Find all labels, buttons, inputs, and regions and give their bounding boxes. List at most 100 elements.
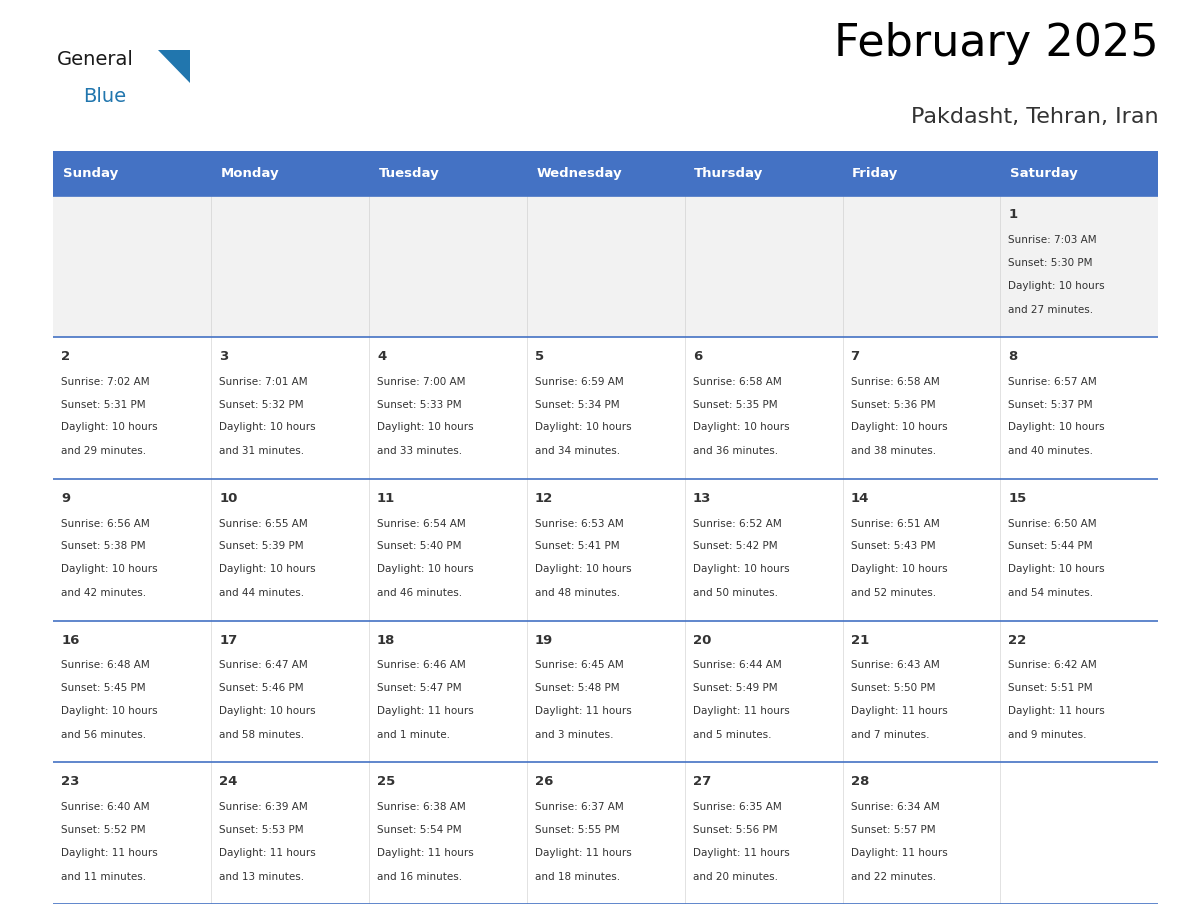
- Text: Sunset: 5:46 PM: Sunset: 5:46 PM: [219, 683, 304, 693]
- Text: 1: 1: [1009, 208, 1017, 221]
- Text: and 9 minutes.: and 9 minutes.: [1009, 730, 1087, 740]
- Text: and 16 minutes.: and 16 minutes.: [377, 871, 462, 881]
- Text: 17: 17: [219, 633, 238, 646]
- Text: Sunrise: 6:45 AM: Sunrise: 6:45 AM: [535, 660, 624, 670]
- Text: and 40 minutes.: and 40 minutes.: [1009, 446, 1093, 456]
- Text: and 27 minutes.: and 27 minutes.: [1009, 305, 1093, 315]
- Text: 13: 13: [693, 492, 712, 505]
- Text: and 3 minutes.: and 3 minutes.: [535, 730, 613, 740]
- Text: February 2025: February 2025: [834, 22, 1158, 65]
- Text: 27: 27: [693, 775, 710, 789]
- Text: Daylight: 11 hours: Daylight: 11 hours: [693, 706, 790, 716]
- Text: Sunset: 5:36 PM: Sunset: 5:36 PM: [851, 399, 935, 409]
- Text: Sunrise: 6:59 AM: Sunrise: 6:59 AM: [535, 377, 624, 387]
- Text: Sunset: 5:45 PM: Sunset: 5:45 PM: [62, 683, 146, 693]
- Text: 5: 5: [535, 350, 544, 363]
- Text: Daylight: 11 hours: Daylight: 11 hours: [377, 706, 474, 716]
- Text: 22: 22: [1009, 633, 1026, 646]
- Text: Sunrise: 6:40 AM: Sunrise: 6:40 AM: [62, 802, 150, 812]
- Text: Daylight: 10 hours: Daylight: 10 hours: [377, 564, 474, 574]
- Text: Daylight: 10 hours: Daylight: 10 hours: [851, 564, 947, 574]
- Bar: [53, 621, 1158, 763]
- Text: Daylight: 10 hours: Daylight: 10 hours: [62, 706, 158, 716]
- Text: 9: 9: [62, 492, 70, 505]
- Text: Sunset: 5:54 PM: Sunset: 5:54 PM: [377, 825, 462, 834]
- Text: Daylight: 11 hours: Daylight: 11 hours: [219, 847, 316, 857]
- Text: Sunrise: 6:37 AM: Sunrise: 6:37 AM: [535, 802, 624, 812]
- Text: Sunrise: 6:53 AM: Sunrise: 6:53 AM: [535, 519, 624, 529]
- Text: and 52 minutes.: and 52 minutes.: [851, 588, 936, 599]
- Text: Sunset: 5:51 PM: Sunset: 5:51 PM: [1009, 683, 1093, 693]
- Polygon shape: [158, 50, 190, 83]
- Text: Daylight: 11 hours: Daylight: 11 hours: [851, 706, 947, 716]
- Text: Sunrise: 6:55 AM: Sunrise: 6:55 AM: [219, 519, 308, 529]
- Text: Sunset: 5:38 PM: Sunset: 5:38 PM: [62, 542, 146, 552]
- Text: Sunrise: 6:38 AM: Sunrise: 6:38 AM: [377, 802, 466, 812]
- Text: and 20 minutes.: and 20 minutes.: [693, 871, 778, 881]
- Text: Sunrise: 7:02 AM: Sunrise: 7:02 AM: [62, 377, 150, 387]
- Text: Sunset: 5:40 PM: Sunset: 5:40 PM: [377, 542, 461, 552]
- Text: 11: 11: [377, 492, 396, 505]
- Text: 15: 15: [1009, 492, 1026, 505]
- Text: 6: 6: [693, 350, 702, 363]
- Text: and 22 minutes.: and 22 minutes.: [851, 871, 936, 881]
- Text: Sunrise: 7:01 AM: Sunrise: 7:01 AM: [219, 377, 308, 387]
- Text: Saturday: Saturday: [1010, 167, 1078, 180]
- Text: Sunrise: 6:57 AM: Sunrise: 6:57 AM: [1009, 377, 1097, 387]
- Text: Sunrise: 6:44 AM: Sunrise: 6:44 AM: [693, 660, 782, 670]
- Text: Daylight: 10 hours: Daylight: 10 hours: [851, 422, 947, 432]
- Text: and 34 minutes.: and 34 minutes.: [535, 446, 620, 456]
- Text: Daylight: 10 hours: Daylight: 10 hours: [219, 706, 316, 716]
- Text: 14: 14: [851, 492, 868, 505]
- Text: Sunrise: 6:52 AM: Sunrise: 6:52 AM: [693, 519, 782, 529]
- Text: Sunset: 5:48 PM: Sunset: 5:48 PM: [535, 683, 619, 693]
- Text: Sunrise: 6:43 AM: Sunrise: 6:43 AM: [851, 660, 940, 670]
- Text: Friday: Friday: [852, 167, 898, 180]
- Text: 8: 8: [1009, 350, 1018, 363]
- Text: Sunset: 5:57 PM: Sunset: 5:57 PM: [851, 825, 935, 834]
- Text: and 46 minutes.: and 46 minutes.: [377, 588, 462, 599]
- Text: Sunrise: 7:00 AM: Sunrise: 7:00 AM: [377, 377, 466, 387]
- Text: Sunset: 5:47 PM: Sunset: 5:47 PM: [377, 683, 462, 693]
- Text: and 38 minutes.: and 38 minutes.: [851, 446, 936, 456]
- Text: and 5 minutes.: and 5 minutes.: [693, 730, 771, 740]
- Text: Sunset: 5:34 PM: Sunset: 5:34 PM: [535, 399, 619, 409]
- Text: 3: 3: [219, 350, 228, 363]
- Text: Sunset: 5:33 PM: Sunset: 5:33 PM: [377, 399, 462, 409]
- Text: Sunrise: 6:48 AM: Sunrise: 6:48 AM: [62, 660, 150, 670]
- Text: and 33 minutes.: and 33 minutes.: [377, 446, 462, 456]
- Text: and 50 minutes.: and 50 minutes.: [693, 588, 778, 599]
- Text: 18: 18: [377, 633, 396, 646]
- Text: Daylight: 11 hours: Daylight: 11 hours: [851, 847, 947, 857]
- Text: Sunrise: 6:46 AM: Sunrise: 6:46 AM: [377, 660, 466, 670]
- Text: Daylight: 10 hours: Daylight: 10 hours: [377, 422, 474, 432]
- Text: Daylight: 10 hours: Daylight: 10 hours: [62, 422, 158, 432]
- Text: Sunset: 5:49 PM: Sunset: 5:49 PM: [693, 683, 777, 693]
- Text: Sunrise: 6:56 AM: Sunrise: 6:56 AM: [62, 519, 150, 529]
- Text: Monday: Monday: [221, 167, 279, 180]
- Text: Sunset: 5:31 PM: Sunset: 5:31 PM: [62, 399, 146, 409]
- Text: 24: 24: [219, 775, 238, 789]
- Text: Sunrise: 6:58 AM: Sunrise: 6:58 AM: [851, 377, 940, 387]
- Text: 19: 19: [535, 633, 554, 646]
- Text: Sunrise: 6:51 AM: Sunrise: 6:51 AM: [851, 519, 940, 529]
- Text: Sunrise: 6:54 AM: Sunrise: 6:54 AM: [377, 519, 466, 529]
- Text: 28: 28: [851, 775, 868, 789]
- Text: Sunset: 5:50 PM: Sunset: 5:50 PM: [851, 683, 935, 693]
- Text: Sunrise: 6:34 AM: Sunrise: 6:34 AM: [851, 802, 940, 812]
- Text: Daylight: 10 hours: Daylight: 10 hours: [535, 564, 632, 574]
- Text: Sunset: 5:52 PM: Sunset: 5:52 PM: [62, 825, 146, 834]
- Text: Sunset: 5:44 PM: Sunset: 5:44 PM: [1009, 542, 1093, 552]
- Bar: [53, 337, 1158, 479]
- Text: Sunset: 5:55 PM: Sunset: 5:55 PM: [535, 825, 619, 834]
- Text: and 36 minutes.: and 36 minutes.: [693, 446, 778, 456]
- Text: Sunset: 5:41 PM: Sunset: 5:41 PM: [535, 542, 619, 552]
- Text: and 31 minutes.: and 31 minutes.: [219, 446, 304, 456]
- Text: Sunset: 5:32 PM: Sunset: 5:32 PM: [219, 399, 304, 409]
- Text: Sunrise: 6:42 AM: Sunrise: 6:42 AM: [1009, 660, 1097, 670]
- Text: Daylight: 10 hours: Daylight: 10 hours: [219, 564, 316, 574]
- Text: Daylight: 10 hours: Daylight: 10 hours: [535, 422, 632, 432]
- Text: Pakdasht, Tehran, Iran: Pakdasht, Tehran, Iran: [911, 107, 1158, 127]
- Text: Sunrise: 6:50 AM: Sunrise: 6:50 AM: [1009, 519, 1097, 529]
- Text: Daylight: 10 hours: Daylight: 10 hours: [1009, 281, 1105, 291]
